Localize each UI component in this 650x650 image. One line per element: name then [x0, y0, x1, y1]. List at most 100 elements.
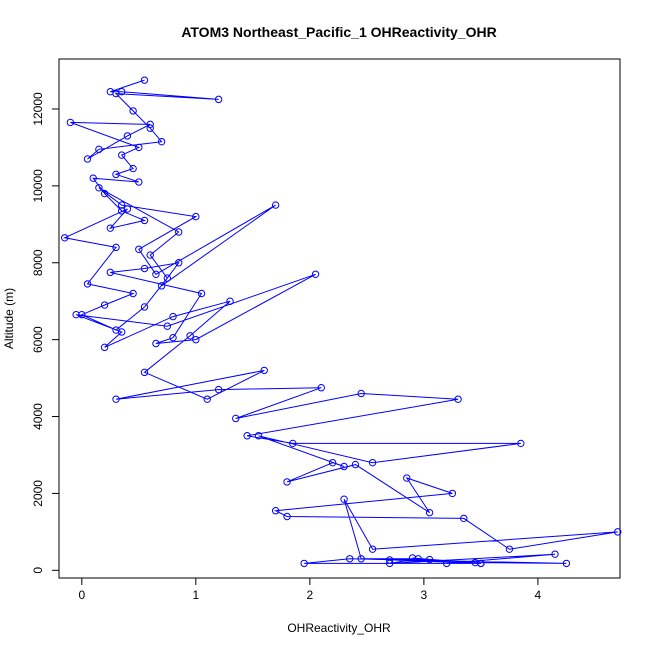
y-tick-label: 10000 [31, 169, 45, 203]
y-tick-label: 2000 [31, 480, 45, 507]
data-point [203, 395, 211, 403]
data-point [414, 555, 422, 563]
y-tick-label: 0 [31, 567, 45, 574]
data-point [192, 212, 200, 221]
data-point [118, 201, 126, 209]
data-point [135, 178, 143, 186]
data-point [477, 559, 485, 568]
data-point [66, 118, 75, 127]
data-point [186, 332, 194, 340]
series-line [63, 79, 618, 564]
data-point [357, 389, 365, 398]
data-point [146, 120, 154, 129]
data-point [146, 124, 154, 132]
data-point [152, 339, 160, 348]
data-point [100, 343, 109, 352]
data-point [226, 297, 234, 305]
data-point [425, 508, 434, 517]
data-point [112, 243, 120, 252]
data-point [368, 458, 377, 467]
data-point [157, 137, 166, 146]
data-point [78, 310, 86, 319]
data-point [106, 268, 115, 277]
data-point [140, 216, 149, 225]
data-point [163, 322, 172, 330]
data-point [163, 274, 172, 282]
data-point [112, 395, 120, 403]
data-point [118, 328, 126, 336]
data-point [175, 228, 183, 236]
y-tick-label: 8000 [31, 249, 45, 276]
data-point [175, 259, 183, 267]
y-axis-label: Altitude (m) [2, 288, 16, 349]
data-point [283, 478, 291, 486]
data-point [95, 145, 103, 154]
data-point [129, 164, 137, 173]
data-point [232, 414, 240, 423]
data-point [517, 439, 525, 448]
data-point [300, 559, 308, 568]
data-point [562, 559, 571, 568]
data-point [311, 270, 320, 278]
data-point [100, 301, 109, 309]
y-tick-label: 12000 [31, 92, 45, 126]
data-point [260, 366, 268, 375]
data-point [403, 474, 411, 482]
data-point [214, 385, 223, 394]
data-point [551, 550, 559, 558]
x-tick-label: 4 [535, 588, 542, 602]
y-tick-label: 4000 [31, 403, 45, 430]
data-point [340, 495, 348, 503]
data-point [106, 224, 115, 232]
data-point [351, 460, 360, 469]
data-point [289, 439, 297, 448]
data-point [112, 89, 120, 98]
data-point [243, 432, 251, 440]
data-point [169, 334, 177, 342]
x-tick-label: 1 [192, 588, 199, 602]
data-point [140, 303, 149, 311]
data-point [140, 76, 149, 84]
data-point [408, 554, 417, 562]
x-tick-label: 2 [307, 588, 314, 602]
data-point [283, 512, 291, 521]
data-point [442, 559, 451, 568]
data-point [135, 143, 143, 152]
data-point [254, 432, 263, 440]
data-point [368, 545, 377, 553]
data-point [340, 462, 348, 471]
data-point [448, 489, 457, 498]
chart-title: ATOM3 Northeast_Pacific_1 OHReactivity_O… [181, 24, 496, 40]
data-point [140, 368, 149, 377]
y-tick-label: 6000 [31, 326, 45, 353]
data-point [123, 132, 132, 140]
data-point [100, 189, 109, 198]
data-point [454, 395, 462, 403]
data-point [197, 289, 206, 298]
data-point [385, 559, 394, 568]
data-point [471, 558, 479, 567]
data-point [83, 280, 92, 288]
series-altitude-profile [61, 76, 622, 568]
data-point [505, 545, 514, 553]
data-point [317, 384, 325, 392]
data-point [271, 201, 280, 209]
data-point [328, 458, 337, 467]
data-point [614, 528, 622, 536]
data-point [346, 555, 354, 563]
data-point [157, 282, 166, 290]
data-point [129, 107, 137, 115]
data-point [385, 556, 394, 564]
data-point [460, 514, 468, 523]
data-point [425, 555, 434, 564]
x-tick-label: 3 [421, 588, 428, 602]
data-point [123, 205, 132, 213]
data-point [112, 170, 120, 179]
data-point [214, 95, 223, 104]
data-point [89, 174, 97, 182]
data-point [146, 251, 154, 259]
data-point [152, 270, 160, 278]
plot-area [58, 58, 621, 579]
data-point [140, 264, 149, 273]
